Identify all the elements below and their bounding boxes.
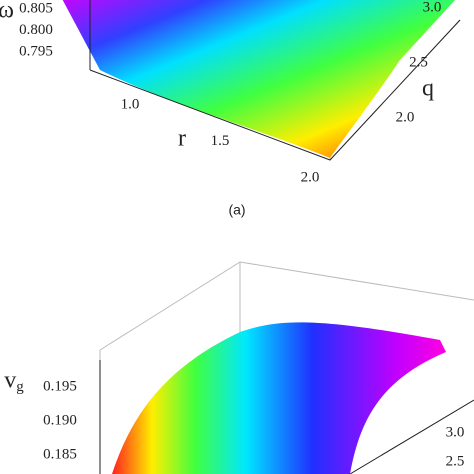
z-axis-label: vg [4, 368, 24, 396]
z-tick-label: 0.805 [19, 0, 53, 16]
y-tick-label: 2.0 [396, 109, 415, 125]
y-tick-label: 2.5 [446, 453, 465, 469]
surface [112, 322, 446, 474]
plot-a: (a) [62, 0, 461, 218]
surface [62, 0, 455, 158]
z-tick-label: 0.795 [19, 43, 53, 59]
z-tick-label: 0.190 [43, 412, 77, 428]
x-axis-label: r [178, 126, 186, 152]
y-tick-label: 3.0 [423, 0, 442, 15]
y-tick-label: 3.0 [446, 424, 465, 440]
axis-lines [99, 360, 474, 474]
axis-label-subscript: g [16, 379, 24, 395]
x-tick-label: 1.0 [121, 96, 140, 112]
caption: (a) [228, 202, 245, 218]
x-tick-label: 2.0 [301, 169, 320, 185]
y-tick-label: 2.5 [409, 54, 428, 70]
z-tick-label: 0.185 [43, 446, 77, 462]
z-axis-label: ω [0, 0, 14, 24]
y-axis-label: q [422, 76, 434, 102]
z-tick-label: 0.195 [43, 378, 77, 394]
plot-b [99, 261, 474, 474]
z-tick-label: 0.800 [19, 22, 53, 38]
x-tick-label: 1.5 [211, 133, 230, 149]
axis-lines [89, 0, 461, 161]
